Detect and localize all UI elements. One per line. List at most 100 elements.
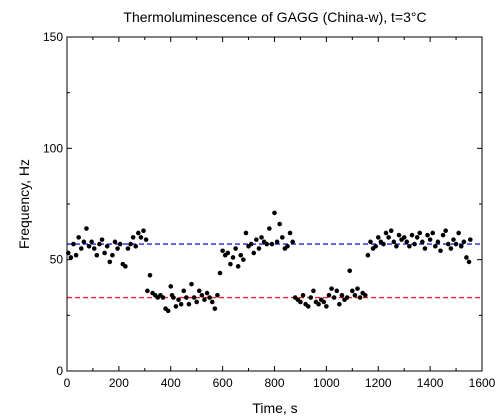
data-point — [104, 244, 110, 249]
data-point — [412, 241, 417, 247]
data-point — [202, 297, 207, 303]
data-point — [357, 295, 363, 300]
y-tick-label: 50 — [50, 253, 64, 267]
data-point — [404, 239, 410, 245]
data-point — [256, 246, 262, 251]
data-point — [168, 284, 174, 289]
data-point — [383, 230, 389, 236]
data-point — [230, 255, 236, 260]
data-point — [401, 235, 407, 240]
data-point — [375, 235, 381, 240]
data-point — [91, 246, 97, 251]
data-point — [290, 239, 295, 245]
data-point — [220, 248, 225, 254]
data-point — [173, 304, 179, 309]
data-point — [241, 257, 246, 262]
data-point — [386, 235, 391, 240]
data-point — [133, 244, 139, 249]
data-point — [425, 232, 430, 238]
data-point — [117, 241, 123, 247]
data-point — [94, 252, 100, 258]
data-point — [438, 248, 443, 254]
data-point — [235, 264, 241, 269]
data-point — [331, 295, 337, 300]
data-point — [264, 241, 270, 247]
data-point — [136, 230, 141, 236]
data-point — [443, 228, 448, 234]
data-point — [305, 304, 311, 309]
data-point — [99, 237, 105, 242]
data-point — [391, 239, 397, 245]
data-point — [89, 239, 94, 245]
y-tick-label: 100 — [43, 141, 63, 155]
data-point — [430, 230, 436, 236]
data-point — [125, 246, 131, 251]
x-tick-label: 1200 — [365, 376, 392, 390]
data-point — [337, 301, 342, 307]
data-point — [381, 241, 386, 247]
data-point — [115, 246, 120, 251]
data-point — [204, 290, 210, 296]
data-point — [339, 292, 345, 298]
data-point — [178, 301, 184, 307]
data-point — [123, 264, 128, 269]
data-point — [456, 230, 461, 236]
data-point — [184, 295, 189, 300]
data-point — [81, 239, 87, 245]
data-point — [394, 244, 399, 249]
data-point — [225, 250, 231, 256]
data-point — [417, 230, 423, 236]
data-point — [407, 244, 412, 249]
data-point — [171, 295, 176, 300]
data-point — [440, 232, 446, 238]
data-point — [186, 301, 192, 307]
data-point — [209, 299, 215, 305]
data-point — [468, 237, 473, 242]
data-point — [196, 288, 202, 294]
y-tick-label: 0 — [56, 364, 63, 378]
data-point — [128, 241, 133, 247]
data-point — [414, 235, 420, 240]
data-point — [97, 241, 102, 247]
data-point — [160, 295, 166, 300]
data-point — [68, 255, 74, 260]
data-point — [215, 292, 220, 298]
x-tick-label: 600 — [213, 376, 233, 390]
data-point — [102, 250, 107, 256]
data-point — [238, 252, 244, 258]
data-point — [112, 239, 118, 245]
data-point — [76, 235, 81, 240]
data-point — [181, 288, 187, 294]
data-point — [272, 210, 277, 216]
data-point — [347, 268, 353, 274]
data-point — [334, 288, 340, 294]
data-point — [453, 241, 459, 247]
data-point — [285, 244, 290, 249]
data-point — [435, 239, 441, 245]
x-tick-label: 1600 — [469, 376, 496, 390]
data-point — [433, 244, 438, 249]
data-point — [86, 244, 92, 249]
data-point — [298, 299, 303, 305]
data-point — [110, 252, 115, 258]
data-point — [445, 241, 451, 247]
data-point — [71, 241, 76, 247]
data-point — [279, 235, 285, 240]
data-point — [422, 246, 428, 251]
data-point — [248, 241, 254, 247]
data-point — [189, 281, 194, 287]
data-point — [326, 292, 332, 298]
data-point — [277, 221, 282, 227]
data-point — [165, 308, 171, 314]
data-point — [388, 228, 394, 234]
data-points — [65, 210, 473, 314]
x-tick-label: 400 — [161, 376, 181, 390]
data-point — [228, 261, 233, 267]
data-point — [191, 295, 197, 300]
data-point — [464, 255, 469, 260]
data-point — [267, 226, 272, 231]
data-point — [217, 270, 223, 276]
data-point — [427, 237, 433, 242]
data-point — [243, 230, 249, 236]
